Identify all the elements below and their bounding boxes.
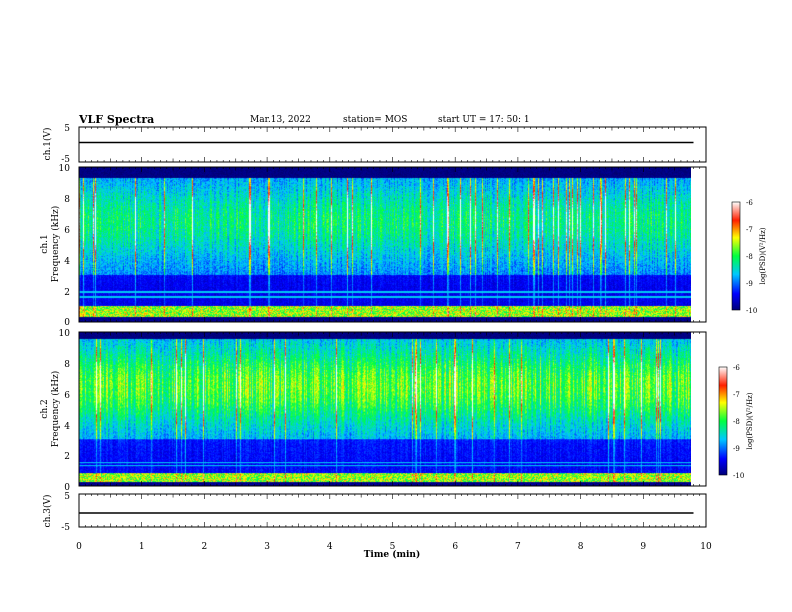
ch1-spectrogram-panel: 10 8 6 4 2 0 ch.1 Frequency (kHz) -6 -7 …	[40, 164, 767, 328]
station-label: station= MOS	[343, 115, 407, 125]
ch1-ytick-top: 5	[64, 124, 70, 134]
ch1-ytick-bottom: -5	[61, 155, 70, 165]
ch2-frequency-ticks: 10 8 6 4 2 0	[59, 329, 71, 493]
time-axis: 0 1 2 3 4 5 6 7 8 9 10	[76, 542, 712, 552]
ch3-voltage-ylabel: ch.3(V)	[42, 495, 53, 528]
ch1-cbtick-10: -10	[746, 307, 757, 315]
ch1-ytick-8: 8	[64, 195, 70, 205]
ch2-cbtick-6: -6	[733, 364, 740, 372]
ch2-cbtick-10: -10	[733, 472, 744, 480]
time-tick-label: 1	[139, 542, 145, 552]
ch1-spectrogram-image	[79, 167, 691, 322]
time-tick-label: 8	[578, 542, 584, 552]
ch2-cbtick-7: -7	[733, 391, 740, 399]
ch1-spectrogram-ylabel: ch.1	[40, 234, 50, 253]
ch2-cbtick-9: -9	[733, 445, 740, 453]
time-tick-label: 7	[515, 542, 521, 552]
ch1-frequency-ticks: 10 8 6 4 2 0	[59, 164, 71, 328]
ch3-ytick-bottom: -5	[61, 523, 70, 533]
ch1-voltage-ylabel: ch.1(V)	[42, 128, 53, 161]
ch2-ytick-8: 8	[64, 360, 70, 370]
time-tick-label: 5	[390, 542, 396, 552]
ch2-ytick-10: 10	[59, 329, 71, 339]
ch1-cbtick-9: -9	[746, 280, 753, 288]
ch2-cbtick-8: -8	[733, 418, 740, 426]
time-tick-label: 2	[202, 542, 208, 552]
ch1-ytick-4: 4	[64, 257, 70, 267]
ch2-colorbar	[718, 366, 728, 476]
ch2-frequency-ylabel: Frequency (kHz)	[50, 371, 61, 448]
time-tick-label: 0	[76, 542, 82, 552]
date-label: Mar.13, 2022	[250, 115, 311, 125]
time-tick-label: 4	[327, 542, 333, 552]
ch1-colorbar	[731, 201, 741, 311]
ch1-cbtick-8: -8	[746, 253, 753, 261]
ch2-ytick-2: 2	[64, 452, 70, 462]
time-tick-label: 9	[640, 542, 646, 552]
tick-marks	[78, 127, 707, 527]
ch1-ytick-10: 10	[59, 164, 71, 174]
time-tick-label: 3	[264, 542, 270, 552]
ch1-ytick-0: 0	[64, 318, 70, 328]
ch1-cbtick-6: -6	[746, 199, 753, 207]
ch3-ytick-top: 5	[64, 492, 70, 502]
ch2-spectrogram-panel: 10 8 6 4 2 0 ch.2 Frequency (kHz) -6 -7 …	[40, 329, 754, 493]
ch1-colorbar-label: log(PSD)(V²/Hz)	[759, 227, 767, 284]
start-time-label: start UT = 17: 50: 1	[438, 115, 530, 125]
ch2-ytick-0: 0	[64, 483, 70, 493]
ch1-cbtick-7: -7	[746, 226, 753, 234]
figure-title: VLF Spectra	[78, 113, 154, 126]
time-tick-label: 10	[700, 542, 712, 552]
ch1-ytick-6: 6	[64, 226, 70, 236]
time-axis-label: Time (min)	[364, 549, 421, 560]
ch2-ytick-6: 6	[64, 391, 70, 401]
ch2-ytick-4: 4	[64, 422, 70, 432]
ch2-spectrogram-ylabel: ch.2	[40, 399, 50, 418]
ch2-spectrogram-image	[79, 332, 691, 486]
ch2-colorbar-label: log(PSD)(V²/Hz)	[746, 392, 754, 449]
ch1-voltage-frame	[78, 126, 707, 163]
ch1-ytick-2: 2	[64, 288, 70, 298]
ch1-frequency-ylabel: Frequency (kHz)	[50, 206, 61, 283]
time-tick-label: 6	[452, 542, 458, 552]
